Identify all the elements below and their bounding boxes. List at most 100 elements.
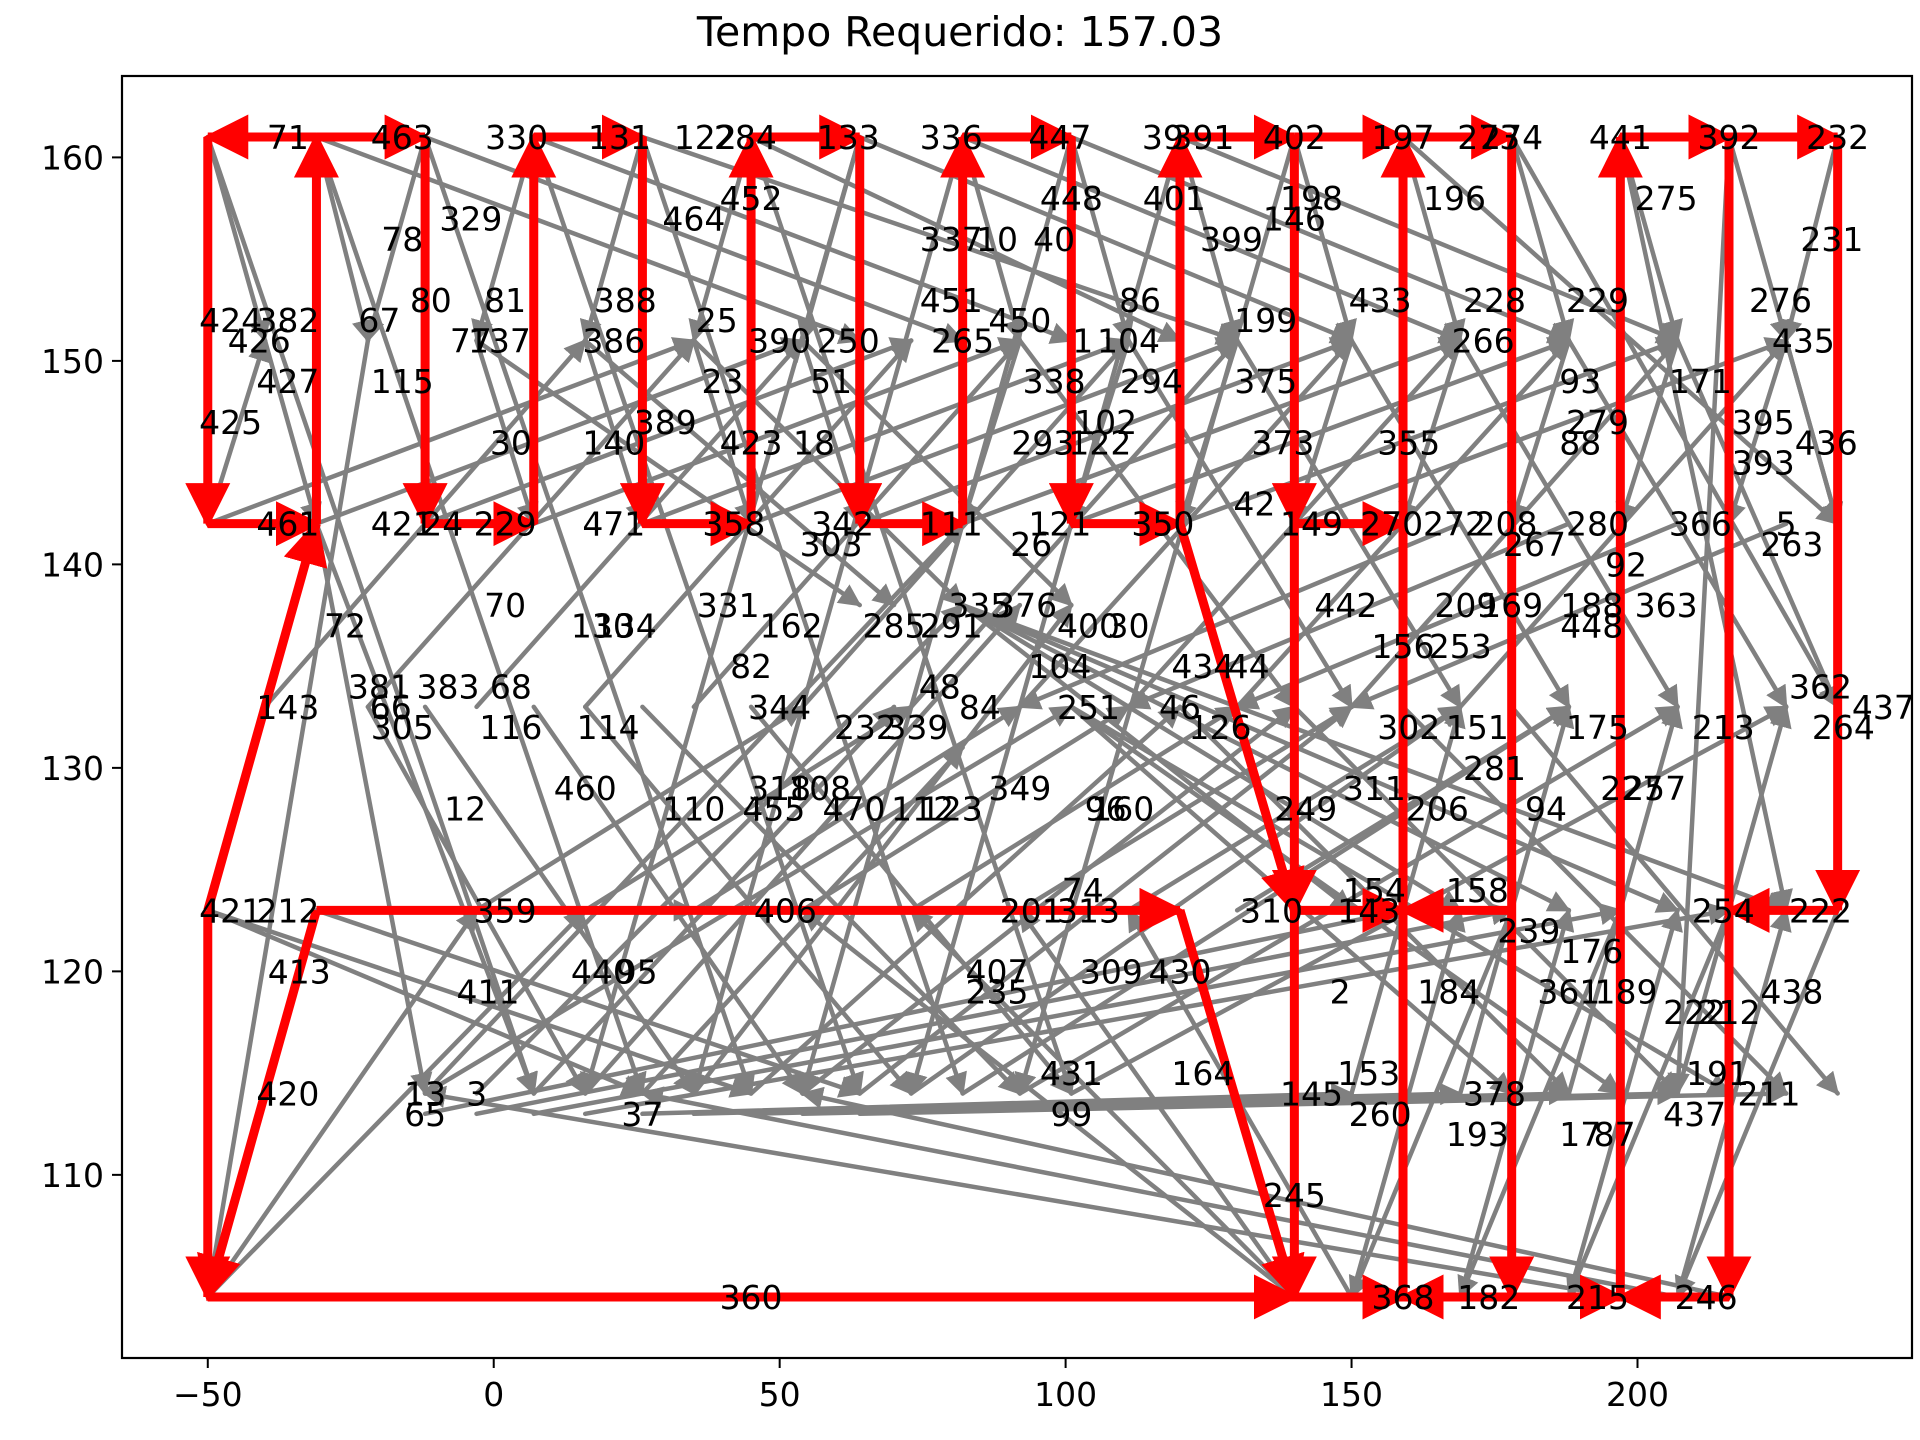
node-label: 442: [1314, 586, 1377, 625]
node-label: 431: [1040, 1054, 1103, 1093]
gray-edge-28: [1726, 134, 1792, 343]
node-label: 338: [1023, 362, 1086, 401]
node-label: 376: [994, 586, 1057, 625]
node-label: 421: [199, 891, 262, 930]
node-label: 426: [228, 322, 291, 361]
gray-edge-40: [800, 704, 1297, 1096]
gray-edge-124: [1618, 134, 1793, 913]
node-label: 198: [1280, 179, 1343, 218]
gray-edge-108: [579, 134, 862, 1096]
y-tick-label: 150: [41, 342, 104, 381]
node-label: 361: [1537, 973, 1600, 1012]
node-label: 381: [348, 667, 411, 706]
node-label: 406: [754, 891, 817, 930]
node-label: 330: [485, 118, 548, 157]
node-label: 448: [1040, 179, 1103, 218]
gray-edge-67: [800, 338, 1074, 608]
gray-edge-170: [1017, 521, 1463, 710]
node-label: 130: [571, 606, 634, 645]
gray-edge-162: [205, 908, 588, 1300]
node-label: 358: [702, 505, 765, 544]
node-label: 305: [371, 708, 434, 747]
node-label: 437: [1663, 1095, 1726, 1134]
gray-edge-89: [1509, 704, 1840, 1096]
gray-edge-99: [1566, 908, 1732, 1300]
node-label: 154: [1343, 871, 1406, 910]
gray-edge-153: [908, 704, 1240, 913]
node-label: 123: [920, 790, 983, 829]
gray-edge-32: [422, 521, 965, 1096]
node-label: 227: [1600, 769, 1663, 808]
node-label: 470: [823, 790, 886, 829]
gray-edge-120: [1069, 134, 1572, 344]
node-label: 264: [1812, 708, 1875, 747]
node-label: 169: [1480, 586, 1543, 625]
node-label: 302: [1377, 708, 1440, 747]
node-label: 143: [1337, 891, 1400, 930]
gray-edge-36: [582, 602, 1023, 1096]
node-label: 94: [1525, 790, 1567, 829]
gray-edge-168: [1234, 521, 1680, 710]
node-label: 363: [1635, 586, 1698, 625]
node-label: 407: [965, 952, 1028, 991]
node-label: 362: [1789, 667, 1852, 706]
gray-edge-126: [205, 337, 697, 526]
node-label: 197: [1372, 118, 1435, 157]
node-label: 440: [571, 952, 634, 991]
gray-edge-81: [960, 602, 1680, 913]
node-label: 267: [1503, 525, 1566, 564]
gray-edge-57: [422, 704, 697, 1096]
node-label: 189: [1595, 973, 1658, 1012]
node-label: 392: [1697, 118, 1760, 157]
gray-edge-104: [422, 134, 756, 1096]
gray-edge-165: [422, 1085, 1623, 1300]
node-label: 78: [381, 220, 423, 259]
node-label: 360: [720, 1278, 783, 1317]
node-label: 275: [1635, 179, 1698, 218]
node-label: 263: [1760, 525, 1823, 564]
node-label: 13: [404, 1074, 446, 1113]
node-label: 151: [1446, 708, 1509, 747]
node-label: 176: [1560, 932, 1623, 971]
node-label: 239: [1497, 912, 1560, 951]
node-label: 373: [1251, 423, 1314, 462]
route-edges: [185, 114, 1861, 1320]
node-label: 104: [1097, 322, 1160, 361]
node-label: 450: [988, 301, 1051, 340]
node-label: 201: [1000, 891, 1063, 930]
gray-edge-149: [474, 704, 805, 913]
node-label: 441: [1589, 118, 1652, 157]
node-label: 413: [268, 952, 331, 991]
node-label: 88: [1559, 423, 1601, 462]
node-label: 389: [634, 403, 697, 442]
node-label: 143: [256, 688, 319, 727]
gray-edge-110: [797, 134, 1074, 1096]
y-tick-label: 160: [41, 138, 104, 177]
gray-edge-123: [1509, 134, 1840, 710]
gray-edge-42: [908, 704, 1463, 1096]
gray-edge-129: [531, 337, 1023, 526]
node-label: 92: [1605, 545, 1647, 584]
gray-edge-151: [691, 704, 1023, 913]
node-label: 433: [1349, 281, 1412, 320]
gray-edge-105: [531, 134, 864, 1096]
node-label: 122: [1068, 423, 1131, 462]
node-label: 427: [256, 362, 319, 401]
node-label: 303: [800, 525, 863, 564]
gray-edge-125: [1667, 134, 1732, 1096]
node-label: 355: [1377, 423, 1440, 462]
node-label: 111: [920, 505, 983, 544]
gray-edge-65: [314, 908, 862, 1098]
node-label: 250: [817, 322, 880, 361]
gray-edge-161: [205, 908, 479, 1300]
node-label: 349: [988, 769, 1051, 808]
node-label: 393: [1732, 444, 1795, 483]
node-label: 2: [1330, 973, 1351, 1012]
node-label: 274: [1480, 118, 1543, 157]
gray-edge-49: [582, 902, 1732, 1117]
node-label: 461: [256, 505, 319, 544]
node-label: 251: [1057, 688, 1120, 727]
chart-title: Tempo Requerido: 157.03: [696, 8, 1223, 56]
node-label: 342: [811, 505, 874, 544]
